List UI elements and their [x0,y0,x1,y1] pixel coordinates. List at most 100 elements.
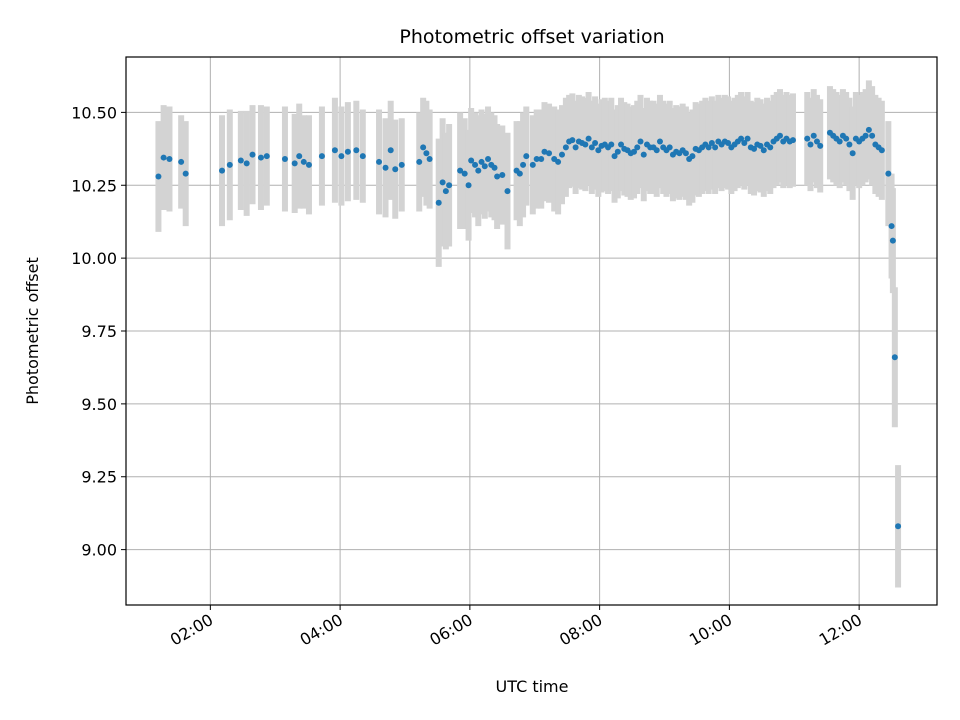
data-points [155,126,902,530]
data-point [637,138,644,145]
data-point [849,150,856,157]
data-point [376,158,383,165]
y-tick-label: 10.00 [71,249,117,268]
data-point [435,199,442,206]
data-point [592,139,599,146]
data-point [595,147,602,154]
data-point [611,153,618,160]
data-point [555,158,562,165]
data-point [813,138,820,145]
data-point [862,132,869,139]
data-point [155,173,162,180]
data-point [382,164,389,171]
data-point [744,135,751,142]
data-point [296,153,303,160]
data-point [618,141,625,148]
data-point [789,137,796,144]
data-point [708,139,715,146]
data-point [243,160,250,167]
data-point [461,170,468,177]
data-point [760,147,767,154]
data-point [562,144,569,151]
data-point [446,182,453,189]
data-point [475,167,482,174]
data-point [634,144,641,151]
data-point [504,188,511,195]
data-point [846,141,853,148]
data-point [249,151,256,158]
data-point [499,172,506,179]
data-point [281,156,288,163]
data-point [776,132,783,139]
data-point [588,144,595,151]
data-point [520,161,527,168]
data-point [895,523,902,530]
data-point [653,147,660,154]
chart-title: Photometric offset variation [399,26,664,48]
data-point [738,135,745,142]
data-point [423,150,430,157]
data-point [219,167,226,174]
data-point [689,153,696,160]
data-point [442,188,449,195]
data-point [712,144,719,151]
data-point [485,156,492,163]
y-tick-label: 9.00 [81,541,117,560]
data-point [807,141,814,148]
y-axis-ticks: 9.00 9.25 9.50 9.75 10.00 10.25 10.50 [71,103,126,560]
data-point [178,158,185,165]
data-point [353,147,360,154]
data-point [305,161,312,168]
data-point [426,156,433,163]
data-point [416,158,423,165]
x-axis-label: UTC time [496,677,569,696]
data-point [891,354,898,361]
data-point [457,167,464,174]
y-tick-label: 9.50 [81,395,117,414]
data-point [546,150,553,157]
data-point [865,126,872,133]
data-point [682,150,689,157]
y-tick-label: 10.25 [71,176,117,195]
data-point [878,147,885,154]
y-tick-label: 10.50 [71,103,117,122]
data-point [387,147,394,154]
data-point [725,139,732,146]
data-point [569,137,576,144]
data-point [160,154,167,161]
data-point [344,148,351,155]
data-point [331,147,338,154]
data-point [572,144,579,151]
data-point [608,141,615,148]
data-point [226,161,233,168]
data-point [257,154,264,161]
data-point [494,173,501,180]
data-point [291,160,298,167]
data-point [491,164,498,171]
data-point [263,153,270,160]
data-point [300,158,307,165]
data-point [751,145,758,152]
data-point [237,157,244,164]
data-point [843,135,850,142]
data-point [533,156,540,163]
data-point [817,142,824,149]
data-point [516,170,523,177]
data-point [767,144,774,151]
data-point [338,153,345,160]
data-point [614,148,621,155]
data-point [757,142,764,149]
data-point [398,161,405,168]
data-point [656,138,663,145]
data-point [420,144,427,151]
data-point [318,153,325,160]
data-point [359,153,366,160]
data-point [538,156,545,163]
data-point [182,170,189,177]
y-tick-label: 9.25 [81,468,117,487]
data-point [478,158,485,165]
data-point [810,132,817,139]
data-point [666,144,673,151]
data-point [585,135,592,142]
data-point [523,153,530,160]
